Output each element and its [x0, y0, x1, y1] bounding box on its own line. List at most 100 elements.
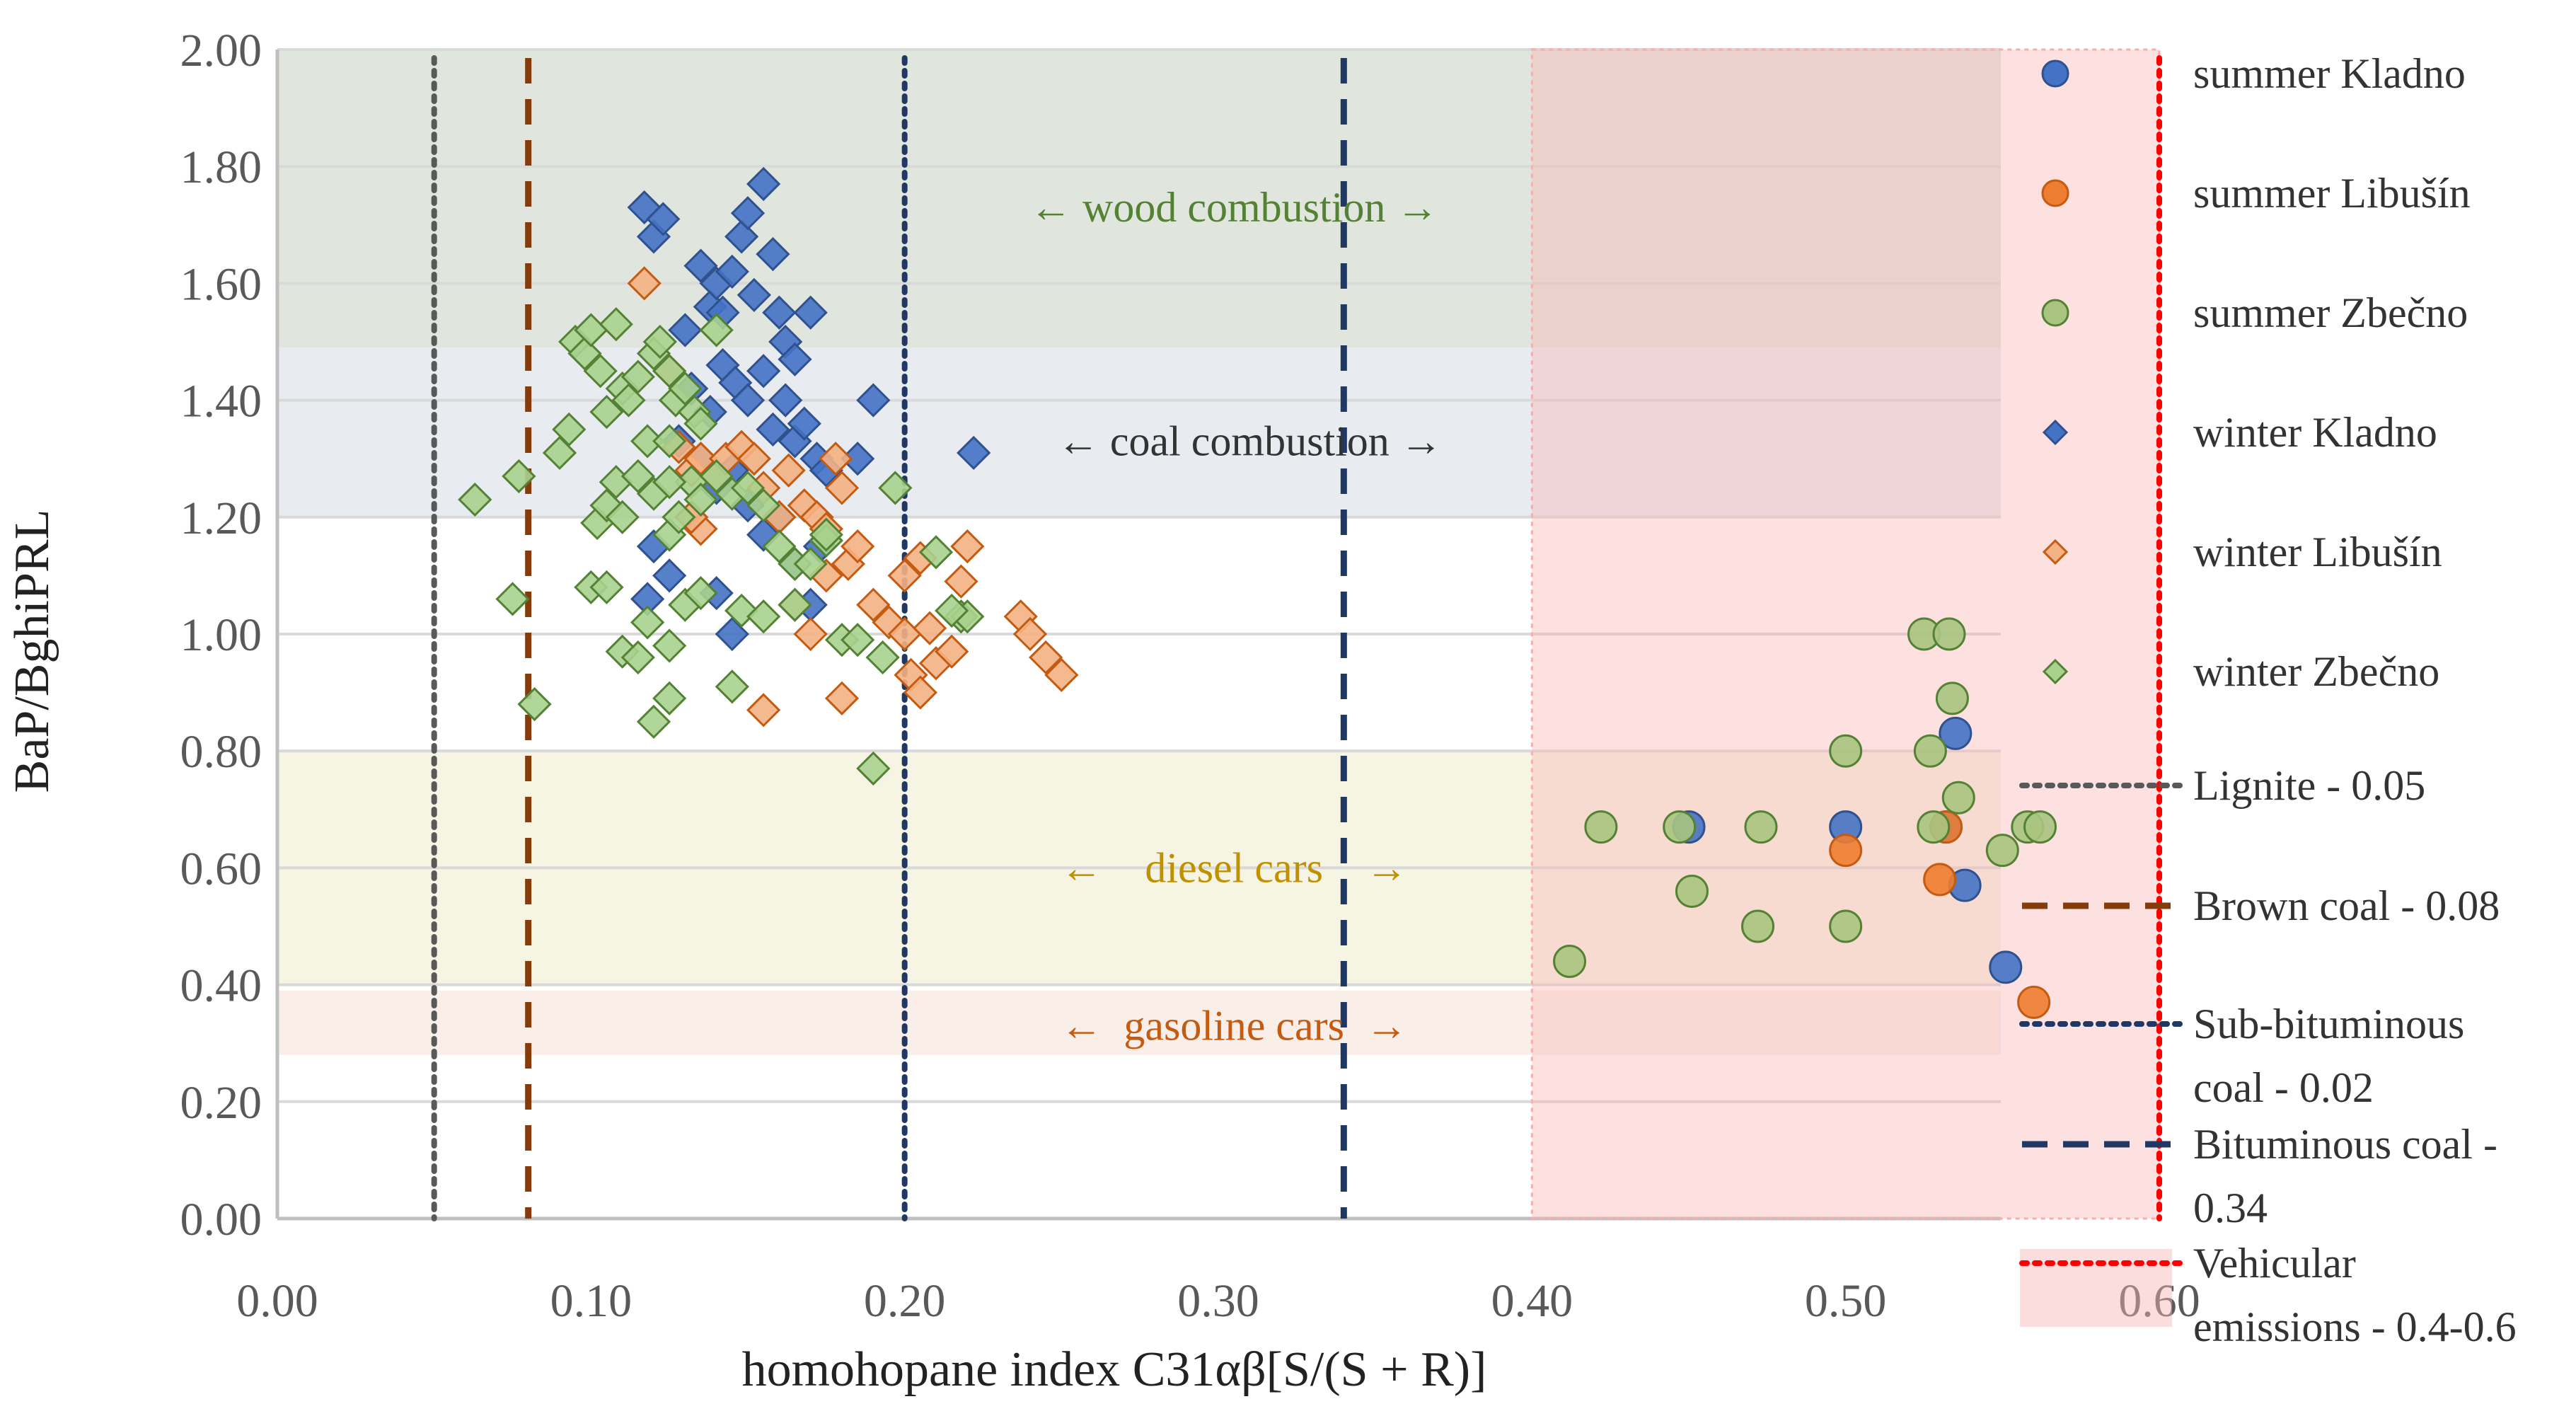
point-winter-kladno — [746, 166, 781, 202]
point-winter-zbecno — [611, 383, 646, 418]
point-summer-zbecno — [1985, 834, 2019, 868]
point-winter-zbecno — [605, 500, 640, 534]
reference-lines — [431, 55, 2162, 1221]
point-winter-zbecno — [662, 500, 696, 534]
point-winter-kladno — [724, 219, 759, 254]
point-winter-kladno — [652, 558, 687, 593]
point-winter-kladno — [737, 277, 771, 313]
point-winter-kladno — [730, 383, 766, 418]
point-winter-zbecno — [683, 576, 718, 611]
vehicular-emissions-range — [1530, 48, 2161, 1220]
point-winter-zbecno — [620, 459, 655, 494]
legend-label-winter-kladno: winter Kladno — [2193, 409, 2437, 456]
point-winter-libusin — [627, 266, 662, 301]
point-winter-libusin — [1044, 657, 1079, 692]
point-winter-libusin — [935, 634, 969, 669]
vehicular-emissions-rect — [1530, 48, 2161, 1220]
point-winter-zbecno — [699, 313, 734, 347]
y-tick-label: 0.40 — [180, 960, 262, 1012]
legend-label-summer-zbecno: summer Zbečno — [2193, 289, 2468, 336]
point-winter-kladno — [762, 295, 797, 330]
legend-marker-winter-libusin — [2042, 539, 2069, 565]
point-winter-kladno — [856, 383, 891, 418]
legend-label-bituminous-coal-0-34: Bituminous coal -0.34 — [2193, 1121, 2497, 1231]
x-axis-title: homohopane index C31αβ[S/(S + R)] — [742, 1342, 1487, 1397]
point-summer-zbecno — [1663, 810, 1697, 844]
point-winter-zbecno — [683, 482, 718, 517]
point-winter-libusin — [903, 675, 937, 710]
point-winter-kladno — [668, 313, 703, 347]
x-tick-label: 0.20 — [864, 1275, 946, 1327]
legend: summer Kladno summer Libušín summer Zbečno… — [2019, 50, 2517, 1350]
point-winter-zbecno — [542, 435, 577, 471]
point-winter-zbecno — [620, 640, 655, 675]
point-winter-kladno — [730, 196, 766, 231]
point-winter-libusin — [819, 442, 853, 476]
y-tick-label: 1.40 — [180, 376, 262, 427]
y-tick-label: 2.00 — [180, 25, 262, 76]
point-winter-zbecno — [458, 482, 492, 517]
y-tick-label: 1.80 — [180, 142, 262, 193]
point-summer-zbecno — [1935, 681, 1969, 715]
point-summer-zbecno — [1675, 874, 1709, 908]
y-tick-label: 0.00 — [180, 1194, 262, 1245]
point-winter-zbecno — [552, 412, 587, 447]
y-tick-label: 1.20 — [180, 493, 262, 544]
y-tick-label: 1.00 — [180, 609, 262, 661]
point-winter-zbecno — [809, 517, 843, 552]
point-winter-zbecno — [746, 599, 781, 634]
legend-label-lignite-0-05: Lignite - 0.05 — [2193, 762, 2425, 809]
legend-label-winter-libusin: winter Libušín — [2193, 529, 2442, 575]
x-tick-label: 0.60 — [2118, 1275, 2200, 1327]
point-winter-libusin — [1012, 616, 1048, 652]
point-summer-libusin — [2017, 985, 2051, 1019]
diesel-cars-label: ← diesel cars → — [1060, 844, 1408, 891]
point-winter-zbecno — [683, 406, 718, 441]
point-winter-kladno — [768, 383, 803, 418]
point-summer-zbecno — [1584, 810, 1618, 844]
point-winter-zbecno — [730, 471, 766, 505]
wood-combustion-label: ← wood combustion → — [1029, 184, 1438, 231]
y-tick-label: 0.60 — [180, 843, 262, 894]
point-winter-zbecno — [517, 686, 552, 722]
point-winter-zbecno — [778, 587, 812, 622]
point-winter-zbecno — [630, 605, 665, 640]
point-winter-zbecno — [599, 307, 633, 342]
point-winter-zbecno — [589, 570, 624, 605]
point-winter-kladno — [756, 412, 790, 447]
y-tick-label: 0.20 — [180, 1077, 262, 1129]
data-points — [458, 166, 2057, 1019]
point-winter-kladno — [756, 236, 790, 272]
point-summer-kladno — [1939, 716, 1973, 750]
legend-marker-summer-zbecno — [2041, 299, 2069, 327]
point-winter-libusin — [793, 616, 828, 652]
point-summer-zbecno — [1917, 810, 1951, 844]
point-winter-zbecno — [652, 628, 687, 663]
point-winter-zbecno — [652, 424, 687, 459]
point-summer-zbecno — [1829, 734, 1863, 768]
point-winter-libusin — [771, 453, 806, 488]
point-winter-libusin — [746, 693, 781, 727]
point-winter-zbecno — [865, 640, 900, 675]
y-tick-label: 0.80 — [180, 726, 262, 778]
point-winter-kladno — [793, 295, 828, 330]
wood-combustion-band — [277, 50, 2001, 348]
point-winter-zbecno — [652, 465, 687, 500]
point-winter-zbecno — [715, 669, 749, 704]
point-winter-libusin — [856, 587, 891, 622]
point-winter-kladno — [746, 354, 781, 388]
point-summer-zbecno — [1932, 617, 1966, 651]
x-tick-label: 0.30 — [1177, 1275, 1259, 1327]
point-winter-libusin — [944, 564, 978, 599]
point-winter-zbecno — [583, 354, 618, 388]
point-summer-libusin — [1923, 863, 1957, 897]
legend-label-brown-coal-0-08: Brown coal - 0.08 — [2193, 882, 2500, 929]
point-winter-zbecno — [502, 459, 536, 494]
y-axis-title: BaP/BghiPRL — [5, 510, 59, 793]
x-tick-label: 0.10 — [550, 1275, 633, 1327]
legend-marker-summer-libusin — [2041, 179, 2069, 207]
legend-marker-winter-kladno — [2042, 419, 2069, 446]
x-tick-label: 0.00 — [236, 1275, 318, 1327]
point-summer-kladno — [1989, 950, 2023, 984]
